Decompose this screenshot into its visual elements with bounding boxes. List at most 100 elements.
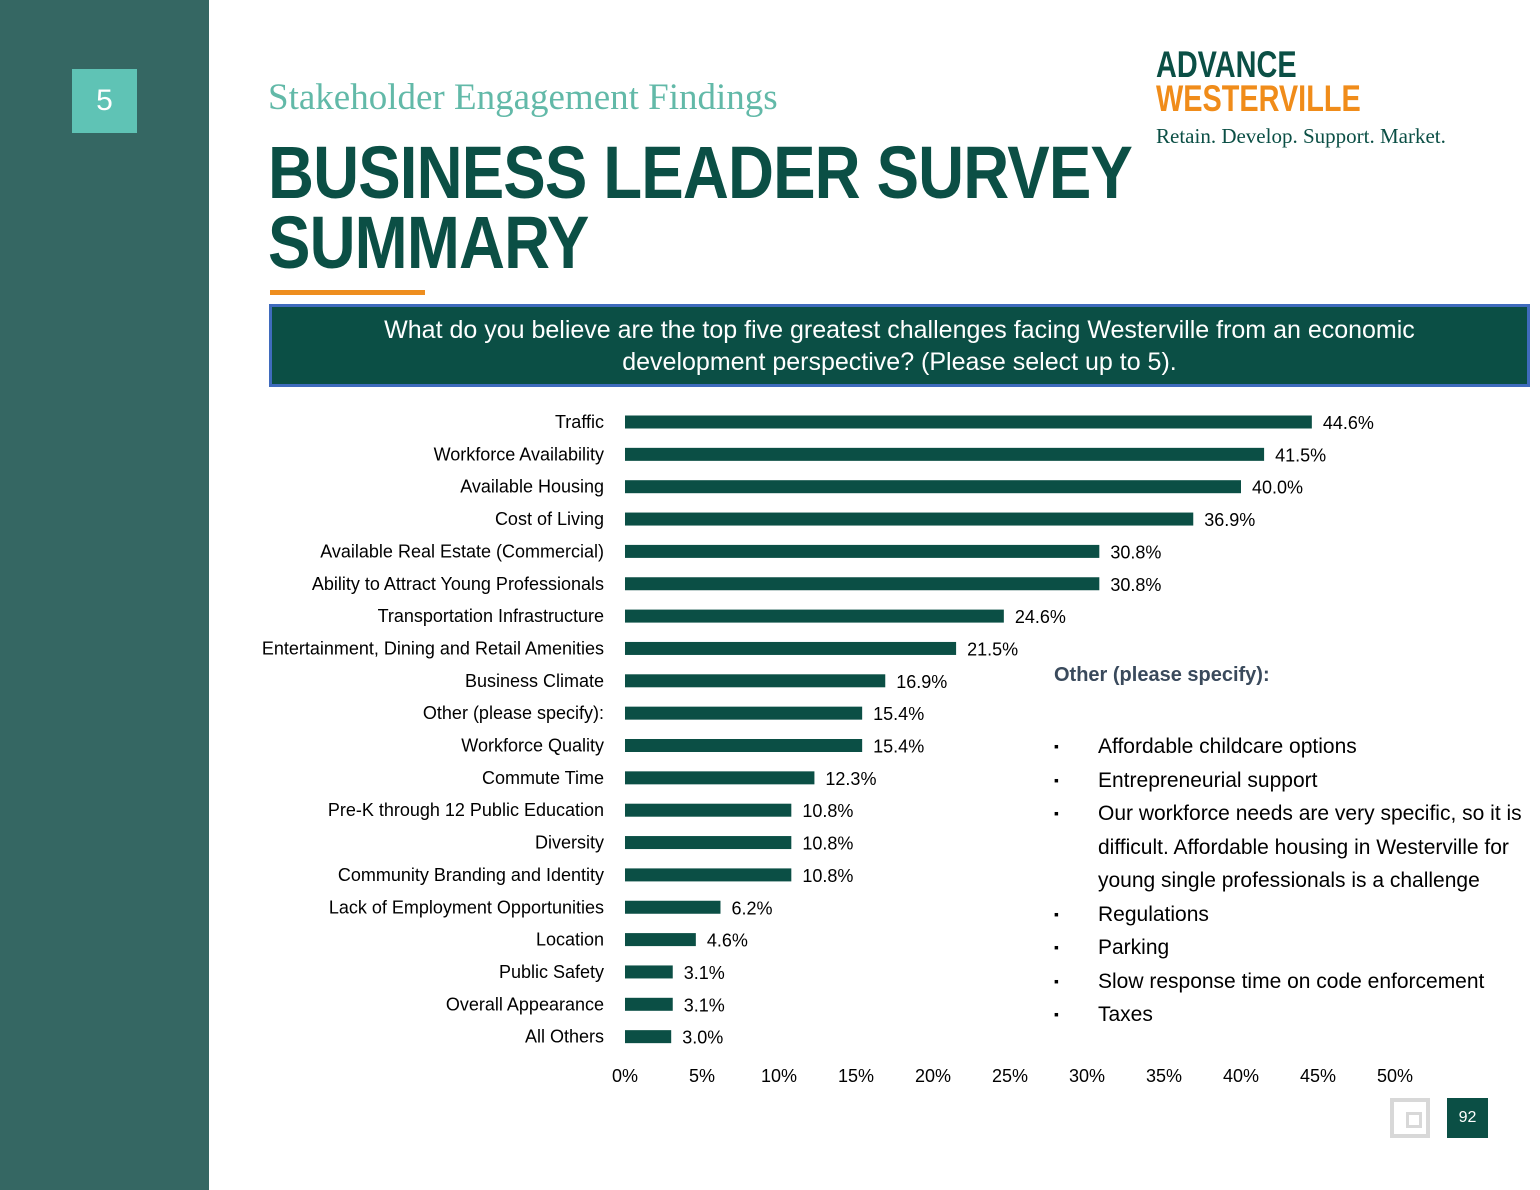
bullet-icon: ▪ [1054,1006,1059,1022]
category-label: Diversity [535,833,604,853]
bar-11 [625,771,815,785]
bar-0 [625,415,1312,429]
data-label: 10.8% [802,834,853,854]
bullet-icon: ▪ [1054,939,1059,955]
category-label: Available Real Estate (Commercial) [320,541,604,561]
category-label: Pre-K through 12 Public Education [328,800,604,820]
other-response-item: ▪ Our workforce needs are very specific, … [1054,797,1534,898]
data-label: 30.8% [1110,575,1161,595]
category-label: Other (please specify): [423,703,604,723]
data-label: 30.8% [1110,542,1161,562]
bar-19 [625,1030,672,1044]
bar-18 [625,997,673,1011]
category-label: Commute Time [482,768,604,788]
x-tick-label: 40% [1223,1066,1259,1086]
bullet-icon: ▪ [1054,905,1059,922]
x-tick-label: 15% [838,1066,874,1086]
bar-7 [625,641,957,655]
survey-question-banner: What do you believe are the top five gre… [269,304,1530,387]
data-label: 12.3% [825,769,876,789]
bar-16 [625,933,696,947]
bar-10 [625,739,863,752]
survey-question-text: What do you believe are the top five gre… [384,315,1415,376]
data-label: 6.2% [731,898,772,918]
bar-1 [625,447,1265,461]
data-label: 4.6% [707,931,748,951]
x-tick-label: 5% [689,1066,715,1086]
category-label: Cost of Living [495,509,604,529]
data-label: 21.5% [967,639,1018,659]
data-label: 3.0% [682,1028,723,1048]
data-label: 16.9% [896,672,947,692]
data-label: 41.5% [1275,445,1326,465]
category-label: Location [536,930,604,950]
other-responses-heading: Other (please specify): [1054,664,1270,686]
bar-2 [625,480,1241,494]
bar-5 [625,577,1100,591]
other-response-item: ▪ Regulations [1054,898,1534,932]
page-title-line1: BUSINESS LEADER SURVEY [268,131,1133,214]
other-response-item: ▪ Slow response time on code enforcement [1054,965,1534,999]
section-number-badge: 5 [72,69,137,133]
x-tick-label: 50% [1377,1066,1413,1086]
bullet-icon: ▪ [1054,771,1059,788]
other-response-item: ▪ Entrepreneurial support [1054,764,1534,798]
data-label: 15.4% [873,737,924,757]
section-kicker: Stakeholder Engagement Findings [268,77,778,118]
data-label: 10.8% [802,801,853,821]
category-label: Traffic [555,412,604,432]
title-underline [270,290,425,295]
category-label: Workforce Availability [434,444,604,464]
data-label: 15.4% [873,704,924,724]
bullet-icon: ▪ [1054,738,1059,754]
category-label: Business Climate [465,671,604,691]
x-tick-label: 45% [1300,1066,1336,1086]
data-label: 40.0% [1252,478,1303,498]
category-label: Lack of Employment Opportunities [329,897,604,917]
bar-3 [625,512,1194,526]
category-label: Transportation Infrastructure [378,606,604,626]
x-tick-label: 0% [612,1066,638,1086]
page-number: 92 [1447,1098,1488,1138]
x-tick-label: 25% [992,1066,1028,1086]
x-tick-label: 20% [915,1066,951,1086]
other-response-item: ▪ Affordable childcare options [1054,730,1534,764]
bullet-icon: ▪ [1054,972,1059,989]
page-title: BUSINESS LEADER SURVEY SUMMARY [268,131,1133,284]
other-response-item: ▪ Taxes [1054,998,1534,1032]
other-responses-list: ▪ Affordable childcare options ▪ Entrepren… [1054,730,1534,1032]
x-tick-label: 30% [1069,1066,1105,1086]
bar-12 [625,803,792,817]
category-label: Available Housing [460,477,604,497]
bar-17 [625,965,673,979]
category-label: Public Safety [499,962,604,982]
category-label: Ability to Attract Young Professionals [312,574,604,594]
category-label: All Others [525,1027,604,1047]
data-label: 10.8% [802,866,853,886]
data-label: 44.6% [1323,413,1374,433]
footer-logo-icon [1390,1098,1430,1138]
category-label: Workforce Quality [461,736,604,756]
category-label: Overall Appearance [446,994,604,1014]
sidebar [0,0,209,1190]
data-label: 3.1% [684,963,725,983]
bar-14 [625,868,792,882]
page-title-line2: SUMMARY [268,201,589,284]
bullet-icon: ▪ [1054,805,1059,821]
logo-advance: ADVANCE [1156,44,1297,85]
category-label: Community Branding and Identity [338,865,604,885]
category-label: Entertainment, Dining and Retail Ameniti… [262,638,604,658]
bar-15 [625,900,721,914]
x-tick-label: 35% [1146,1066,1182,1086]
bar-6 [625,609,1004,623]
x-tick-label: 10% [761,1066,797,1086]
data-label: 24.6% [1015,607,1066,627]
data-label: 3.1% [684,995,725,1015]
data-label: 36.9% [1204,510,1255,530]
bar-4 [625,544,1100,558]
bar-13 [625,836,792,850]
logo-westerville: WESTERVILLE [1156,78,1361,119]
bar-8 [625,674,886,688]
logo-tagline: Retain. Develop. Support. Market. [1156,124,1446,148]
